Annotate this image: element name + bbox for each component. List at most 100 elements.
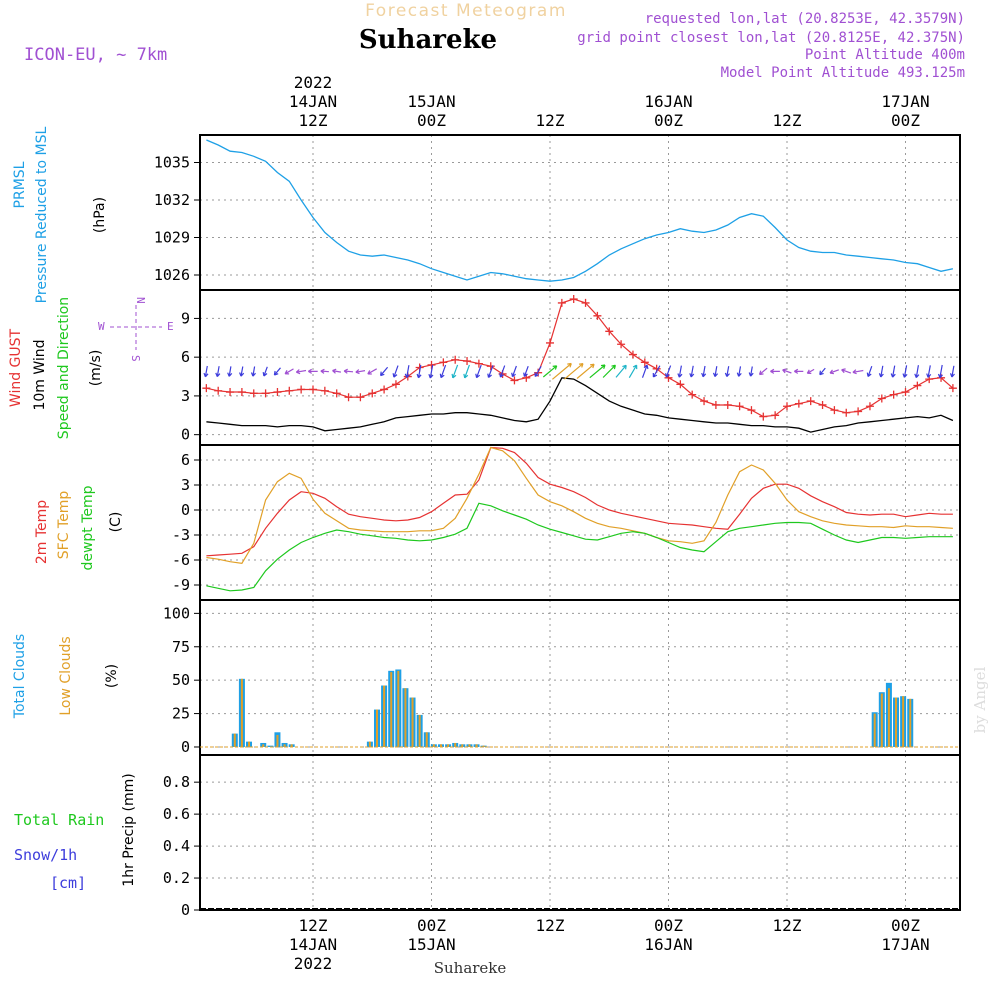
- low-cloud-bar: [902, 696, 905, 747]
- prmsl-label: PRMSL: [12, 161, 28, 208]
- wind-direction-arrow: [203, 365, 209, 378]
- temp-dewpt-label: dewpt Temp: [80, 485, 96, 570]
- precip-frame: [199, 754, 961, 911]
- wind-direction-arrow: [332, 368, 342, 374]
- location-title: Suhareke: [359, 25, 497, 55]
- wind-gust-marker: [273, 388, 282, 397]
- low-cloud-bar: [390, 672, 393, 747]
- wind-gust-marker: [474, 359, 483, 368]
- wind-direction-arrow: [914, 365, 920, 378]
- low-clouds-label: Low Clouds: [58, 636, 74, 715]
- wind-direction-arrow: [215, 366, 221, 377]
- wind-unit-label: (m/s): [88, 350, 104, 387]
- wind-gust-marker: [202, 384, 211, 393]
- wind-gust-marker: [937, 373, 946, 382]
- precip-ytick-label: 0.4: [163, 837, 190, 855]
- low-cloud-bar: [425, 732, 428, 747]
- wind-direction-arrow: [628, 364, 638, 379]
- wind-gust-marker: [688, 390, 697, 399]
- wind-direction-arrow: [949, 365, 955, 378]
- wind-gust-marker: [214, 386, 223, 395]
- temp-2m-label: 2m Temp: [34, 500, 50, 564]
- temperature-ytick-label: 0: [181, 501, 190, 519]
- wind-gust-marker: [617, 340, 626, 349]
- wind-direction-arrow: [404, 365, 410, 378]
- low-cloud-bar: [233, 733, 236, 747]
- wind-direction-arrow: [576, 363, 595, 379]
- wind-gust-marker: [332, 389, 341, 398]
- wind-direction-arrow: [227, 366, 233, 377]
- wind-gust-line: [206, 298, 954, 418]
- compass-n: N: [134, 297, 147, 304]
- bottom-axis-label: 00Z: [417, 916, 446, 935]
- model-altitude: Model Point Altitude 493.125m: [721, 65, 965, 81]
- wind-gust-marker: [700, 397, 709, 406]
- wind-gust-marker: [463, 357, 472, 366]
- pressure-panel: PRMSL Pressure Reduced to MSL (hPa) 1026…: [12, 126, 961, 303]
- wind-direction-arrow: [542, 365, 558, 378]
- subtitle: Forecast Meteogram: [365, 1, 567, 21]
- wind-gust-marker: [806, 397, 815, 406]
- wind-direction-arrow: [782, 368, 792, 374]
- wind-direction-arrow: [295, 369, 307, 375]
- low-cloud-bar: [397, 670, 400, 747]
- top-axis-label: 00Z: [654, 111, 683, 130]
- wind-gust-marker: [830, 406, 839, 415]
- wind-gust-marker: [948, 384, 957, 393]
- low-cloud-bar: [276, 734, 279, 747]
- snow-label: Snow/1h: [14, 846, 77, 864]
- wind-direction-arrow: [463, 364, 470, 379]
- bottom-axis-label: 00Z: [654, 916, 683, 935]
- low-cloud-bar: [375, 709, 378, 747]
- pressure-unit-label: (hPa): [92, 197, 108, 233]
- wind-direction-arrow: [380, 366, 389, 377]
- precip-unit-label: 1hr Precip (mm): [121, 773, 137, 886]
- wind-gust-marker: [723, 400, 732, 409]
- wind-gust-marker: [309, 385, 317, 394]
- wind-gust-marker: [557, 298, 566, 307]
- model-label: ICON-EU, ~ 7km: [24, 45, 167, 65]
- compass-e: E: [167, 320, 174, 333]
- wind-gust-marker: [285, 386, 294, 395]
- clouds-ytick-label: 100: [163, 604, 190, 622]
- wind-direction-arrow: [262, 366, 268, 377]
- wind-10m-label: 10m Wind: [32, 339, 48, 410]
- wind-ytick-label: 6: [181, 348, 190, 366]
- wind-direction-arrow: [552, 362, 572, 380]
- wind-panel: Wind GUST 10m Wind Speed and Direction (…: [8, 289, 961, 446]
- temp-dewpt-line: [206, 502, 953, 592]
- wind-direction-arrow: [534, 365, 542, 378]
- wind-direction-arrow: [355, 369, 366, 375]
- wind-direction-arrow: [866, 365, 873, 377]
- total-rain-label: Total Rain: [14, 811, 104, 829]
- wind-direction-arrow: [701, 365, 707, 378]
- wind-gust-marker: [865, 402, 874, 411]
- wind-direction-arrow: [736, 366, 742, 377]
- low-cloud-bar: [454, 742, 457, 747]
- low-cloud-bar: [290, 744, 293, 747]
- top-axis-label: 16JAN: [644, 92, 692, 111]
- wind-direction-arrow: [937, 364, 943, 379]
- watermark: by Angel: [971, 666, 989, 733]
- low-cloud-bar: [880, 693, 883, 747]
- total-clouds-label: Total Clouds: [12, 634, 28, 719]
- wind-direction-arrow: [641, 364, 649, 378]
- wind-direction-arrow: [564, 363, 584, 380]
- wind-direction-arrow: [451, 364, 459, 379]
- wind-gust-marker: [237, 388, 246, 397]
- temperature-ytick-label: -6: [172, 551, 190, 569]
- wind-gust-marker: [818, 400, 827, 409]
- wind-direction-arrow: [602, 364, 616, 378]
- wind-gust-marker: [344, 393, 353, 402]
- bottom-axis-label: 14JAN: [289, 935, 337, 954]
- wind-gust-marker: [569, 295, 578, 304]
- low-cloud-bar: [439, 744, 442, 747]
- top-axis-label: 15JAN: [407, 92, 455, 111]
- low-cloud-bar: [383, 685, 386, 747]
- low-cloud-bar: [468, 744, 471, 747]
- wind-10m-line: [206, 377, 954, 433]
- low-cloud-bar: [873, 713, 876, 747]
- top-axis-label: 2022: [294, 73, 333, 92]
- clouds-ytick-label: 75: [172, 638, 190, 656]
